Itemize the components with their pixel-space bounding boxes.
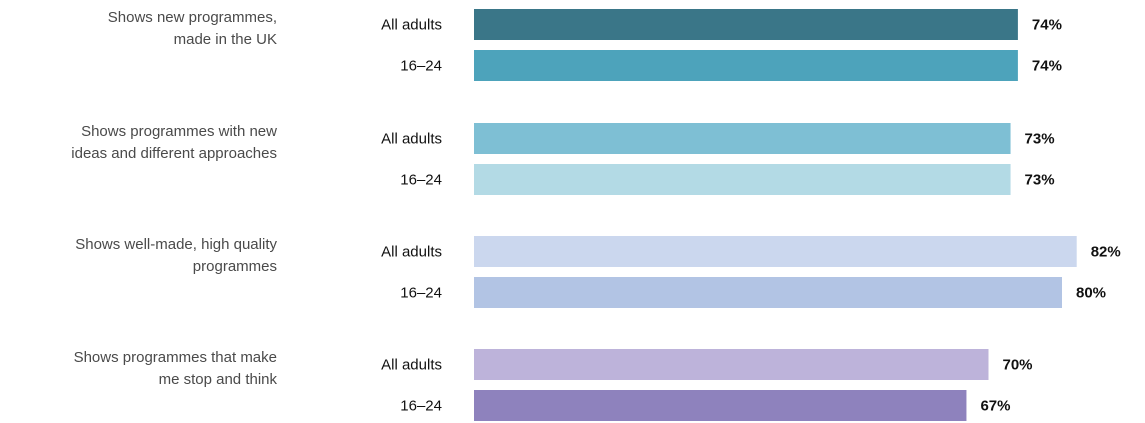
bar: [474, 9, 1018, 40]
category-group: Shows programmes that make me stop and th…: [74, 349, 1033, 421]
category-label: Shows programmes that make: [74, 349, 277, 366]
bar: [474, 164, 1011, 195]
series-label: All adults: [381, 244, 442, 261]
category-group: Shows programmes with new ideas and diffe…: [71, 123, 1055, 195]
series-label: All adults: [381, 131, 442, 148]
series-label: All adults: [381, 17, 442, 34]
bar: [474, 50, 1018, 81]
series-label: 16–24: [400, 398, 442, 415]
value-label: 82%: [1091, 244, 1121, 261]
category-group: Shows well-made, high quality programmes A…: [75, 236, 1121, 308]
category-label: programmes: [193, 258, 277, 275]
category-label: Shows programmes with new: [81, 123, 277, 140]
bar: [474, 277, 1062, 308]
series-label: All adults: [381, 357, 442, 374]
bar: [474, 236, 1077, 267]
series-label: 16–24: [400, 172, 442, 189]
bar: [474, 349, 989, 380]
category-group: Shows new programmes, made in the UK All a…: [108, 9, 1062, 81]
value-label: 74%: [1032, 58, 1062, 75]
category-label: Shows well-made, high quality: [75, 236, 277, 253]
value-label: 74%: [1032, 17, 1062, 34]
category-label: ideas and different approaches: [71, 145, 277, 162]
category-label: made in the UK: [174, 31, 277, 48]
category-label: Shows new programmes,: [108, 9, 277, 26]
value-label: 67%: [980, 398, 1010, 415]
bar: [474, 123, 1011, 154]
value-label: 73%: [1025, 131, 1055, 148]
value-label: 73%: [1025, 172, 1055, 189]
bar: [474, 390, 967, 421]
value-label: 70%: [1003, 357, 1033, 374]
series-label: 16–24: [400, 58, 442, 75]
category-label: me stop and think: [159, 371, 278, 388]
value-label: 80%: [1076, 285, 1106, 302]
series-label: 16–24: [400, 285, 442, 302]
